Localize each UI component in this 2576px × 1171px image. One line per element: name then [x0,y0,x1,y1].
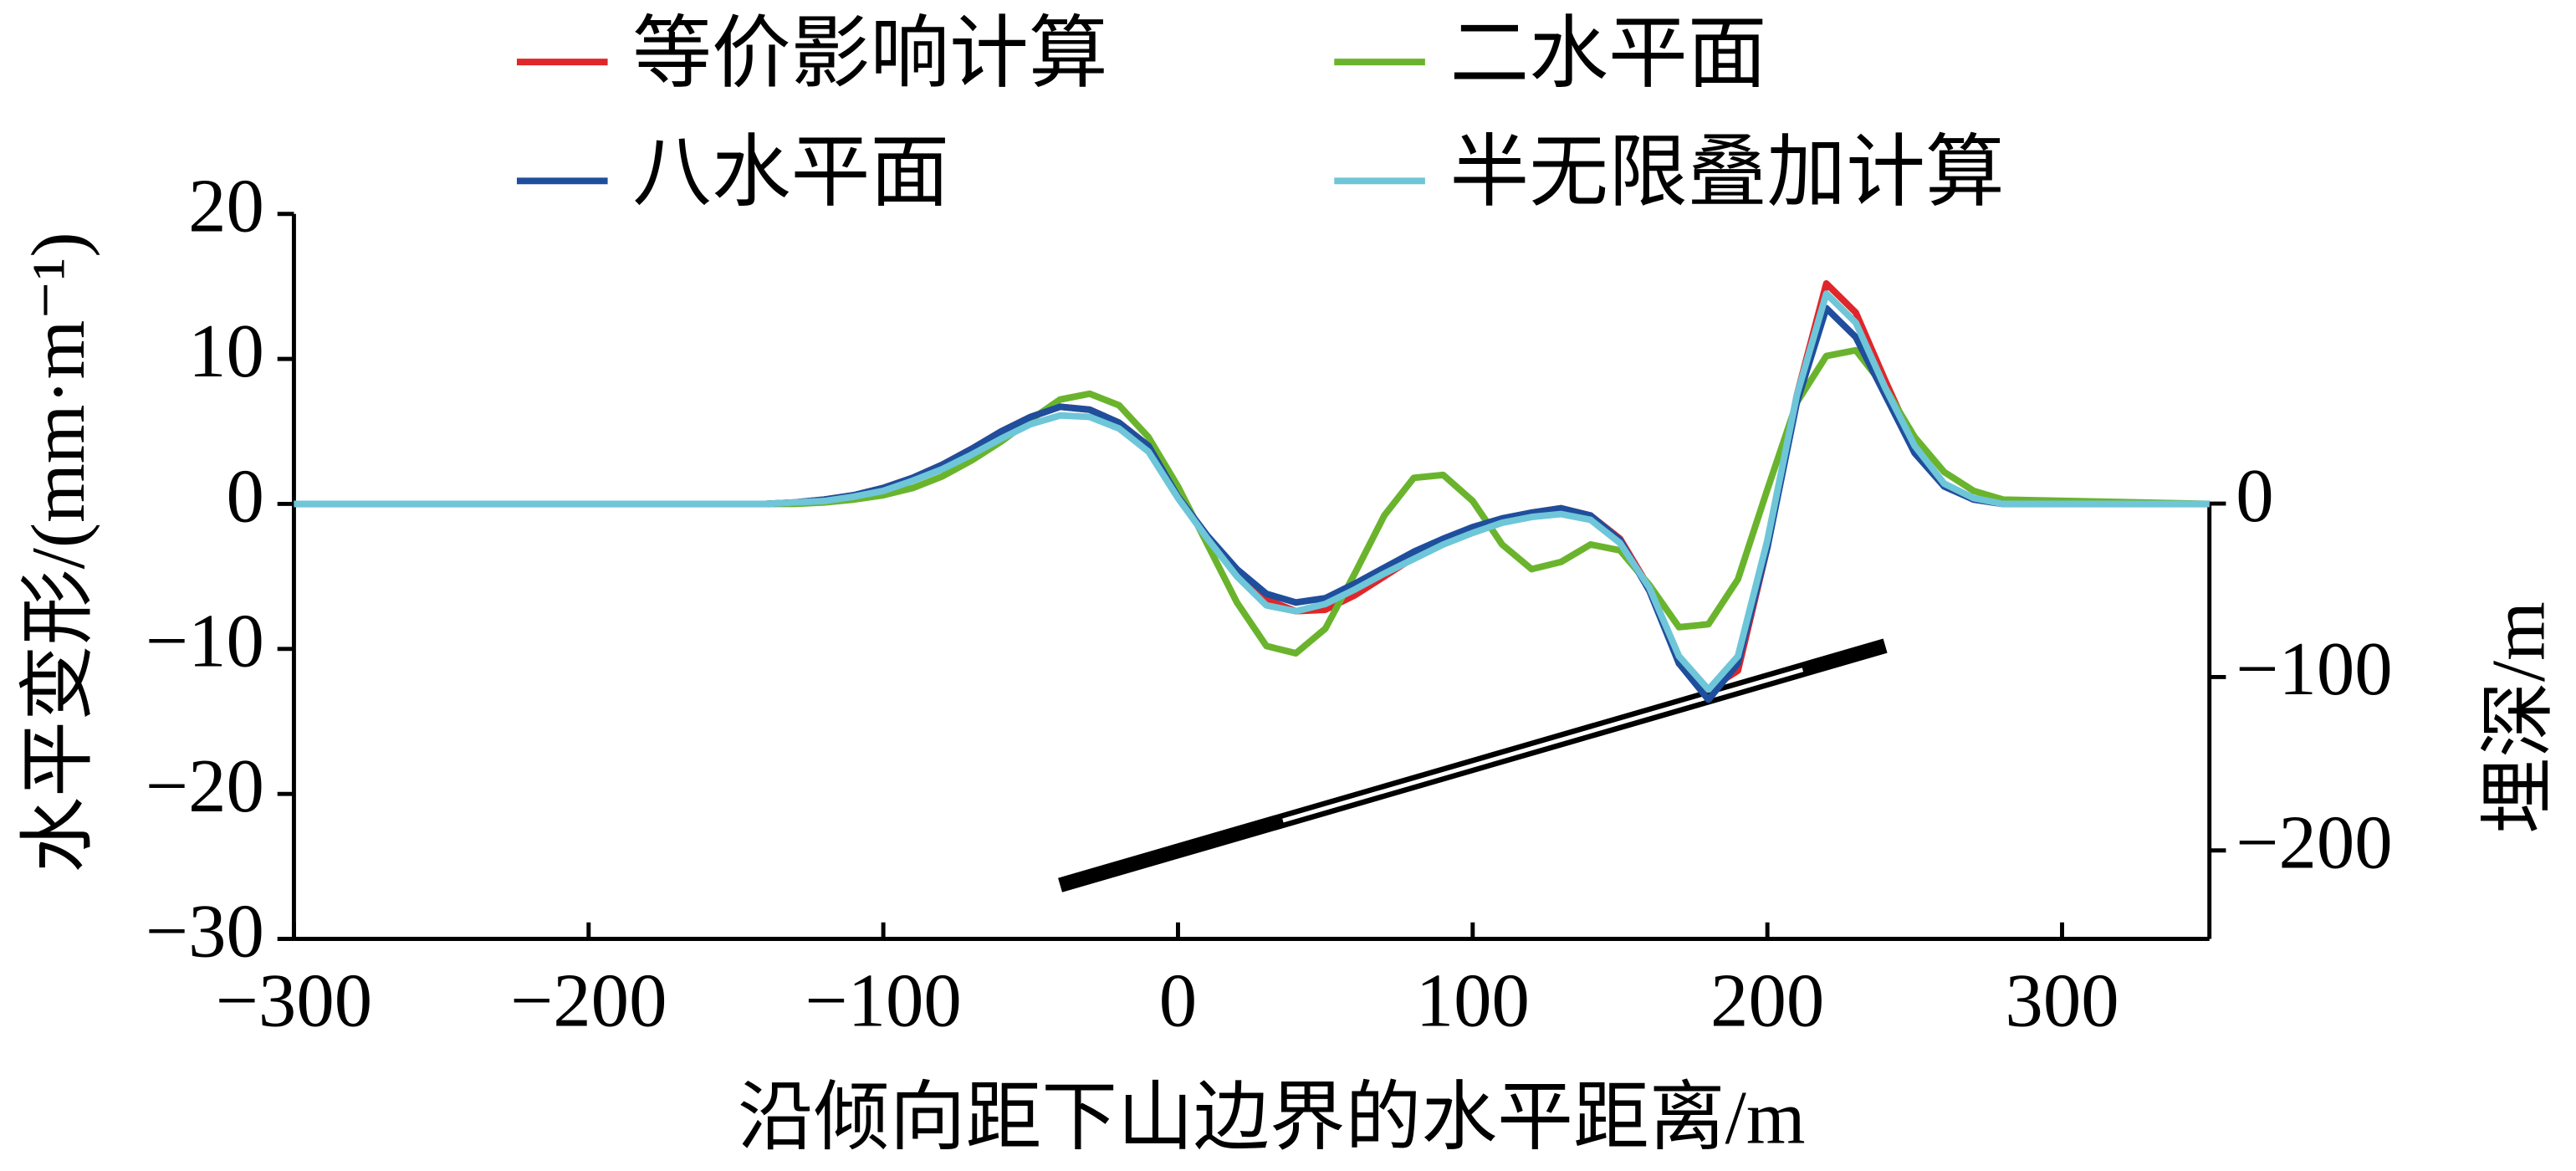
x-tick-label: 100 [1416,958,1530,1042]
data-line [294,346,2210,657]
y-axis-label: 水平变形/(mm·m⁻¹) [16,232,100,872]
data-line [294,304,2210,703]
y2-tick-label: −100 [2236,626,2392,711]
y2-axis-label: 埋深/m [2476,601,2561,834]
x-axis-label: 沿倾向距下山边界的水平距离/m [738,1075,1805,1159]
y-tick-label: −20 [146,744,264,828]
x-tick-label: 300 [2005,958,2119,1042]
x-tick-label: 200 [1710,958,1824,1042]
y-tick-label: 20 [188,164,264,248]
x-tick-label: −300 [216,958,372,1042]
legend-label: 二水平面 [1449,11,1766,98]
coal-seam-stripe [1282,667,1804,823]
y-tick-label: 10 [188,309,264,393]
y-tick-label: 0 [226,453,263,538]
y-tick-label: −10 [146,599,264,683]
y2-tick-label: 0 [2236,453,2273,538]
y-tick-label: −30 [146,888,264,973]
legend-label: 半无限叠加计算 [1449,130,2004,217]
legend-label: 等价影响计算 [632,11,1108,98]
x-tick-label: −100 [805,958,961,1042]
data-line [294,290,2210,693]
x-tick-label: −200 [510,958,667,1042]
x-tick-label: 0 [1159,958,1197,1042]
legend-label: 八水平面 [632,130,949,217]
y2-tick-label: −200 [2236,800,2392,885]
